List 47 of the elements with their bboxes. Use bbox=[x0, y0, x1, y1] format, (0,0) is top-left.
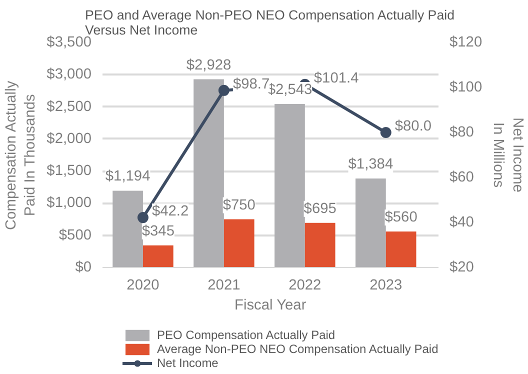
y2-tick-label: $40 bbox=[450, 214, 474, 230]
data-label: $1,384 bbox=[348, 156, 394, 173]
y-tick-label: $3,000 bbox=[46, 66, 92, 83]
point bbox=[218, 84, 230, 96]
bar bbox=[112, 190, 143, 268]
y-tick-label: $0 bbox=[75, 260, 92, 276]
data-label: $695 bbox=[304, 200, 336, 217]
y-tick-label: $500 bbox=[58, 227, 92, 244]
bar bbox=[142, 245, 174, 268]
data-label: $101.4 bbox=[314, 70, 359, 86]
y-tick-label: $3,500 bbox=[46, 34, 92, 50]
y-tick-label: $2,500 bbox=[46, 98, 92, 115]
point bbox=[137, 212, 148, 224]
data-label: $1,194 bbox=[105, 168, 150, 185]
y-tick-label: $1,500 bbox=[46, 163, 92, 180]
bar bbox=[274, 104, 305, 268]
y2-axis-title: Net Income In Millions bbox=[490, 118, 526, 192]
y2-tick-label: $100 bbox=[450, 80, 482, 96]
y-tick-label: $2,000 bbox=[46, 130, 92, 147]
y2-tick-label: $20 bbox=[450, 260, 474, 276]
data-label: $80.0 bbox=[394, 118, 432, 134]
y2-tick-label: $60 bbox=[450, 170, 474, 186]
y2-tick-label: $80 bbox=[450, 124, 474, 140]
bar bbox=[224, 219, 254, 268]
x-tick-label: 2021 bbox=[208, 278, 240, 294]
legend-label: PEO Compensation Actually Paid bbox=[157, 328, 336, 342]
data-label: $345 bbox=[142, 223, 174, 240]
legend-label: Net Income bbox=[157, 356, 218, 370]
bar bbox=[386, 232, 416, 268]
bar bbox=[304, 222, 336, 268]
x-axis-title: Fiscal Year bbox=[234, 298, 306, 314]
y2-tick-label: $120 bbox=[450, 34, 482, 50]
point bbox=[380, 127, 392, 138]
y-tick-label: $1,000 bbox=[46, 195, 92, 212]
x-tick-label: 2022 bbox=[288, 278, 322, 294]
bar bbox=[356, 178, 386, 268]
y-axis-title: Compensation Actually Paid In Thousands bbox=[3, 80, 39, 230]
x-tick-label: 2023 bbox=[370, 278, 402, 294]
bar bbox=[194, 79, 224, 268]
data-label: $2,543 bbox=[267, 82, 312, 98]
data-label: $42.2 bbox=[152, 204, 189, 220]
legend-label: Average Non-PEO NEO Compensation Actually Paid bbox=[157, 342, 438, 356]
data-label: $560 bbox=[384, 210, 418, 226]
data-label: $750 bbox=[222, 197, 256, 214]
data-label: $2,928 bbox=[186, 57, 232, 74]
data-label: $98.7 bbox=[232, 76, 270, 92]
x-tick-label: 2020 bbox=[126, 278, 160, 294]
